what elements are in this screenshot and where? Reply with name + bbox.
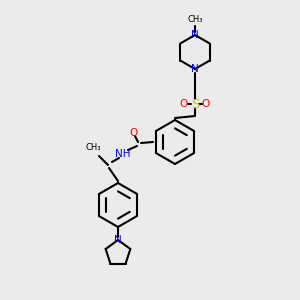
Text: O: O [130, 128, 138, 138]
Text: CH₃: CH₃ [85, 143, 101, 152]
Text: N: N [114, 235, 122, 245]
Text: N: N [191, 64, 199, 74]
Text: N: N [191, 30, 199, 40]
Text: S: S [191, 98, 199, 110]
Text: O: O [202, 99, 210, 109]
Text: NH: NH [115, 149, 131, 159]
Text: O: O [180, 99, 188, 109]
Text: CH₃: CH₃ [187, 16, 203, 25]
